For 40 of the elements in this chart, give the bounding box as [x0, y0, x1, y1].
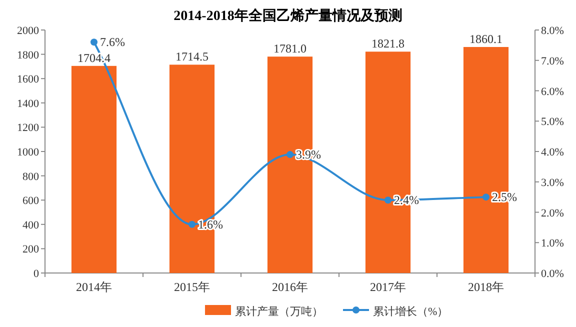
x-tick-label: 2016年: [272, 280, 308, 294]
y-tick-label: 400: [22, 219, 40, 232]
point: [482, 194, 490, 201]
data-label: 1821.8: [372, 36, 404, 51]
y-tick-label: 1600: [17, 74, 40, 86]
y2-tick-label: 7.0%: [541, 55, 564, 68]
y2-tick-label: 4.0%: [541, 146, 564, 158]
data-label: 1860.1: [470, 32, 502, 46]
y-tick-label: 1800: [17, 49, 40, 62]
x-tick-label: 2018年: [468, 280, 504, 294]
x-tick-label: 2014年: [76, 280, 112, 294]
y2-tick-label: 2.0%: [541, 207, 564, 220]
data-label: 7.6%: [100, 35, 125, 50]
y-tick-label: 600: [22, 195, 40, 208]
y-tick-label: 1200: [17, 122, 40, 134]
chart-title: 2014-2018年全国乙烯产量情况及预测: [174, 7, 402, 24]
y2-tick-label: 1.0%: [541, 238, 564, 250]
y2-tick-label: 6.0%: [541, 86, 564, 98]
y2-tick-label: 8.0%: [541, 25, 564, 37]
y-tick-label: 1400: [17, 98, 40, 110]
y-tick-label: 1000: [17, 146, 40, 158]
data-label: 1714.5: [176, 50, 208, 64]
y-tick-label: 200: [22, 244, 40, 256]
y2-tick-label: 3.0%: [541, 176, 564, 189]
x-tick-label: 2015年: [174, 280, 210, 294]
data-label: 1781.0: [274, 42, 306, 56]
y-tick-label: 800: [22, 170, 40, 183]
bar: [71, 66, 117, 273]
point: [188, 220, 196, 228]
y-tick-label: 2000: [17, 25, 40, 37]
point: [90, 38, 98, 46]
y2-tick-label: 0.0%: [541, 268, 564, 280]
legend-label: 累计增长（%）: [373, 305, 448, 318]
y2-tick-label: 5.0%: [541, 116, 564, 128]
x-tick-label: 2017年: [370, 280, 406, 294]
y-tick-label: 0: [34, 268, 40, 280]
legend-label: 累计产量（万吨）: [235, 305, 323, 318]
point: [286, 151, 294, 158]
data-label: 2.4%: [394, 193, 419, 208]
point: [384, 196, 392, 204]
